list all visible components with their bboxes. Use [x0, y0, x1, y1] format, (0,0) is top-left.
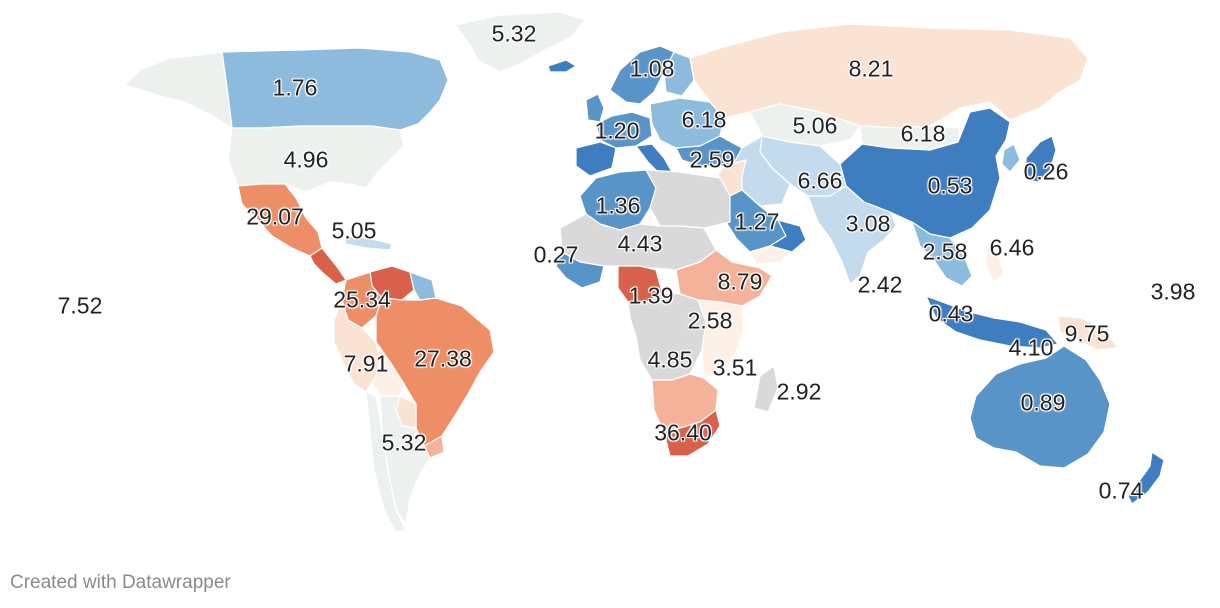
label-sahel: 4.43 [617, 230, 663, 257]
label-united-states: 4.96 [283, 146, 329, 173]
label-colombia: 25.34 [333, 286, 391, 313]
label-indian-ocean: 2.42 [857, 271, 903, 298]
region-argentina [379, 395, 431, 525]
label-pacific-east: 3.98 [1150, 278, 1196, 305]
footer-credit: Created with Datawrapper [10, 572, 231, 593]
region-alaska [124, 51, 233, 129]
region-philippines [985, 245, 1005, 283]
label-central-africa: 4.85 [647, 346, 693, 373]
region-new-guinea [1057, 315, 1119, 351]
label-south-asia: 3.08 [845, 210, 891, 237]
region-new-zealand [1127, 451, 1165, 505]
label-north-africa: 1.36 [595, 192, 641, 219]
label-caribbean: 5.05 [331, 217, 377, 244]
region-chile [365, 391, 407, 533]
label-mozambique: 3.51 [712, 354, 758, 381]
world-map [124, 11, 1165, 533]
label-japan: 0.26 [1023, 158, 1069, 185]
region-korea [1001, 143, 1021, 173]
label-nigeria: 1.39 [628, 282, 674, 309]
label-east-africa: 2.58 [687, 307, 733, 334]
region-australia [969, 345, 1111, 469]
label-timor: 4.10 [1008, 334, 1054, 361]
label-southeast-asia: 2.58 [922, 238, 968, 265]
label-indonesia: 0.43 [928, 300, 974, 327]
label-central-asia: 6.66 [797, 167, 843, 194]
region-egypt-libya [645, 169, 731, 229]
label-kazakhstan: 5.06 [792, 112, 838, 139]
region-yemen [749, 245, 793, 265]
region-caribbean [343, 235, 393, 251]
label-philippines: 6.46 [989, 234, 1035, 261]
label-west-africa-coast: 0.27 [533, 241, 579, 268]
region-indonesia [925, 295, 1059, 349]
label-peru: 7.91 [343, 350, 389, 377]
region-central-africa [627, 291, 707, 381]
label-south-africa: 36.40 [654, 419, 712, 446]
region-iceland [547, 59, 577, 73]
label-china: 0.53 [927, 172, 973, 199]
region-canada [221, 47, 449, 131]
region-madagascar [753, 365, 779, 413]
label-russia: 8.21 [848, 55, 894, 82]
label-argentina: 5.32 [381, 429, 427, 456]
region-japan [1025, 135, 1057, 183]
region-greenland [454, 11, 586, 73]
world-map-svg [124, 11, 1165, 533]
label-greenland: 5.32 [491, 20, 537, 47]
label-canada: 1.76 [272, 74, 318, 101]
label-mongolia: 6.18 [900, 120, 946, 147]
label-new-zealand: 0.74 [1098, 477, 1144, 504]
label-horn-of-africa: 8.79 [717, 268, 763, 295]
region-western-europe [595, 111, 653, 149]
label-turkey: 2.59 [689, 146, 735, 173]
region-united-kingdom [585, 93, 605, 123]
label-new-guinea: 9.75 [1064, 320, 1110, 347]
region-west-africa-coast [555, 251, 605, 289]
region-peru [333, 299, 381, 393]
region-south-asia [807, 185, 897, 285]
label-australia: 0.89 [1020, 389, 1066, 416]
label-eastern-europe: 6.18 [681, 106, 727, 133]
label-arabia: 1.27 [734, 208, 780, 235]
region-east-africa [697, 299, 745, 379]
label-brazil: 27.38 [414, 345, 472, 372]
label-madagascar: 2.92 [776, 378, 822, 405]
label-mexico: 29.07 [246, 203, 304, 230]
region-south-africa [663, 409, 721, 457]
region-iberia [575, 141, 617, 177]
label-western-europe: 1.20 [594, 117, 640, 144]
region-central-america [309, 247, 347, 285]
label-pacific-west: 7.52 [57, 292, 103, 319]
region-guianas [409, 271, 437, 301]
region-southeast-asia [911, 221, 973, 287]
label-scandinavia: 1.08 [629, 55, 675, 82]
